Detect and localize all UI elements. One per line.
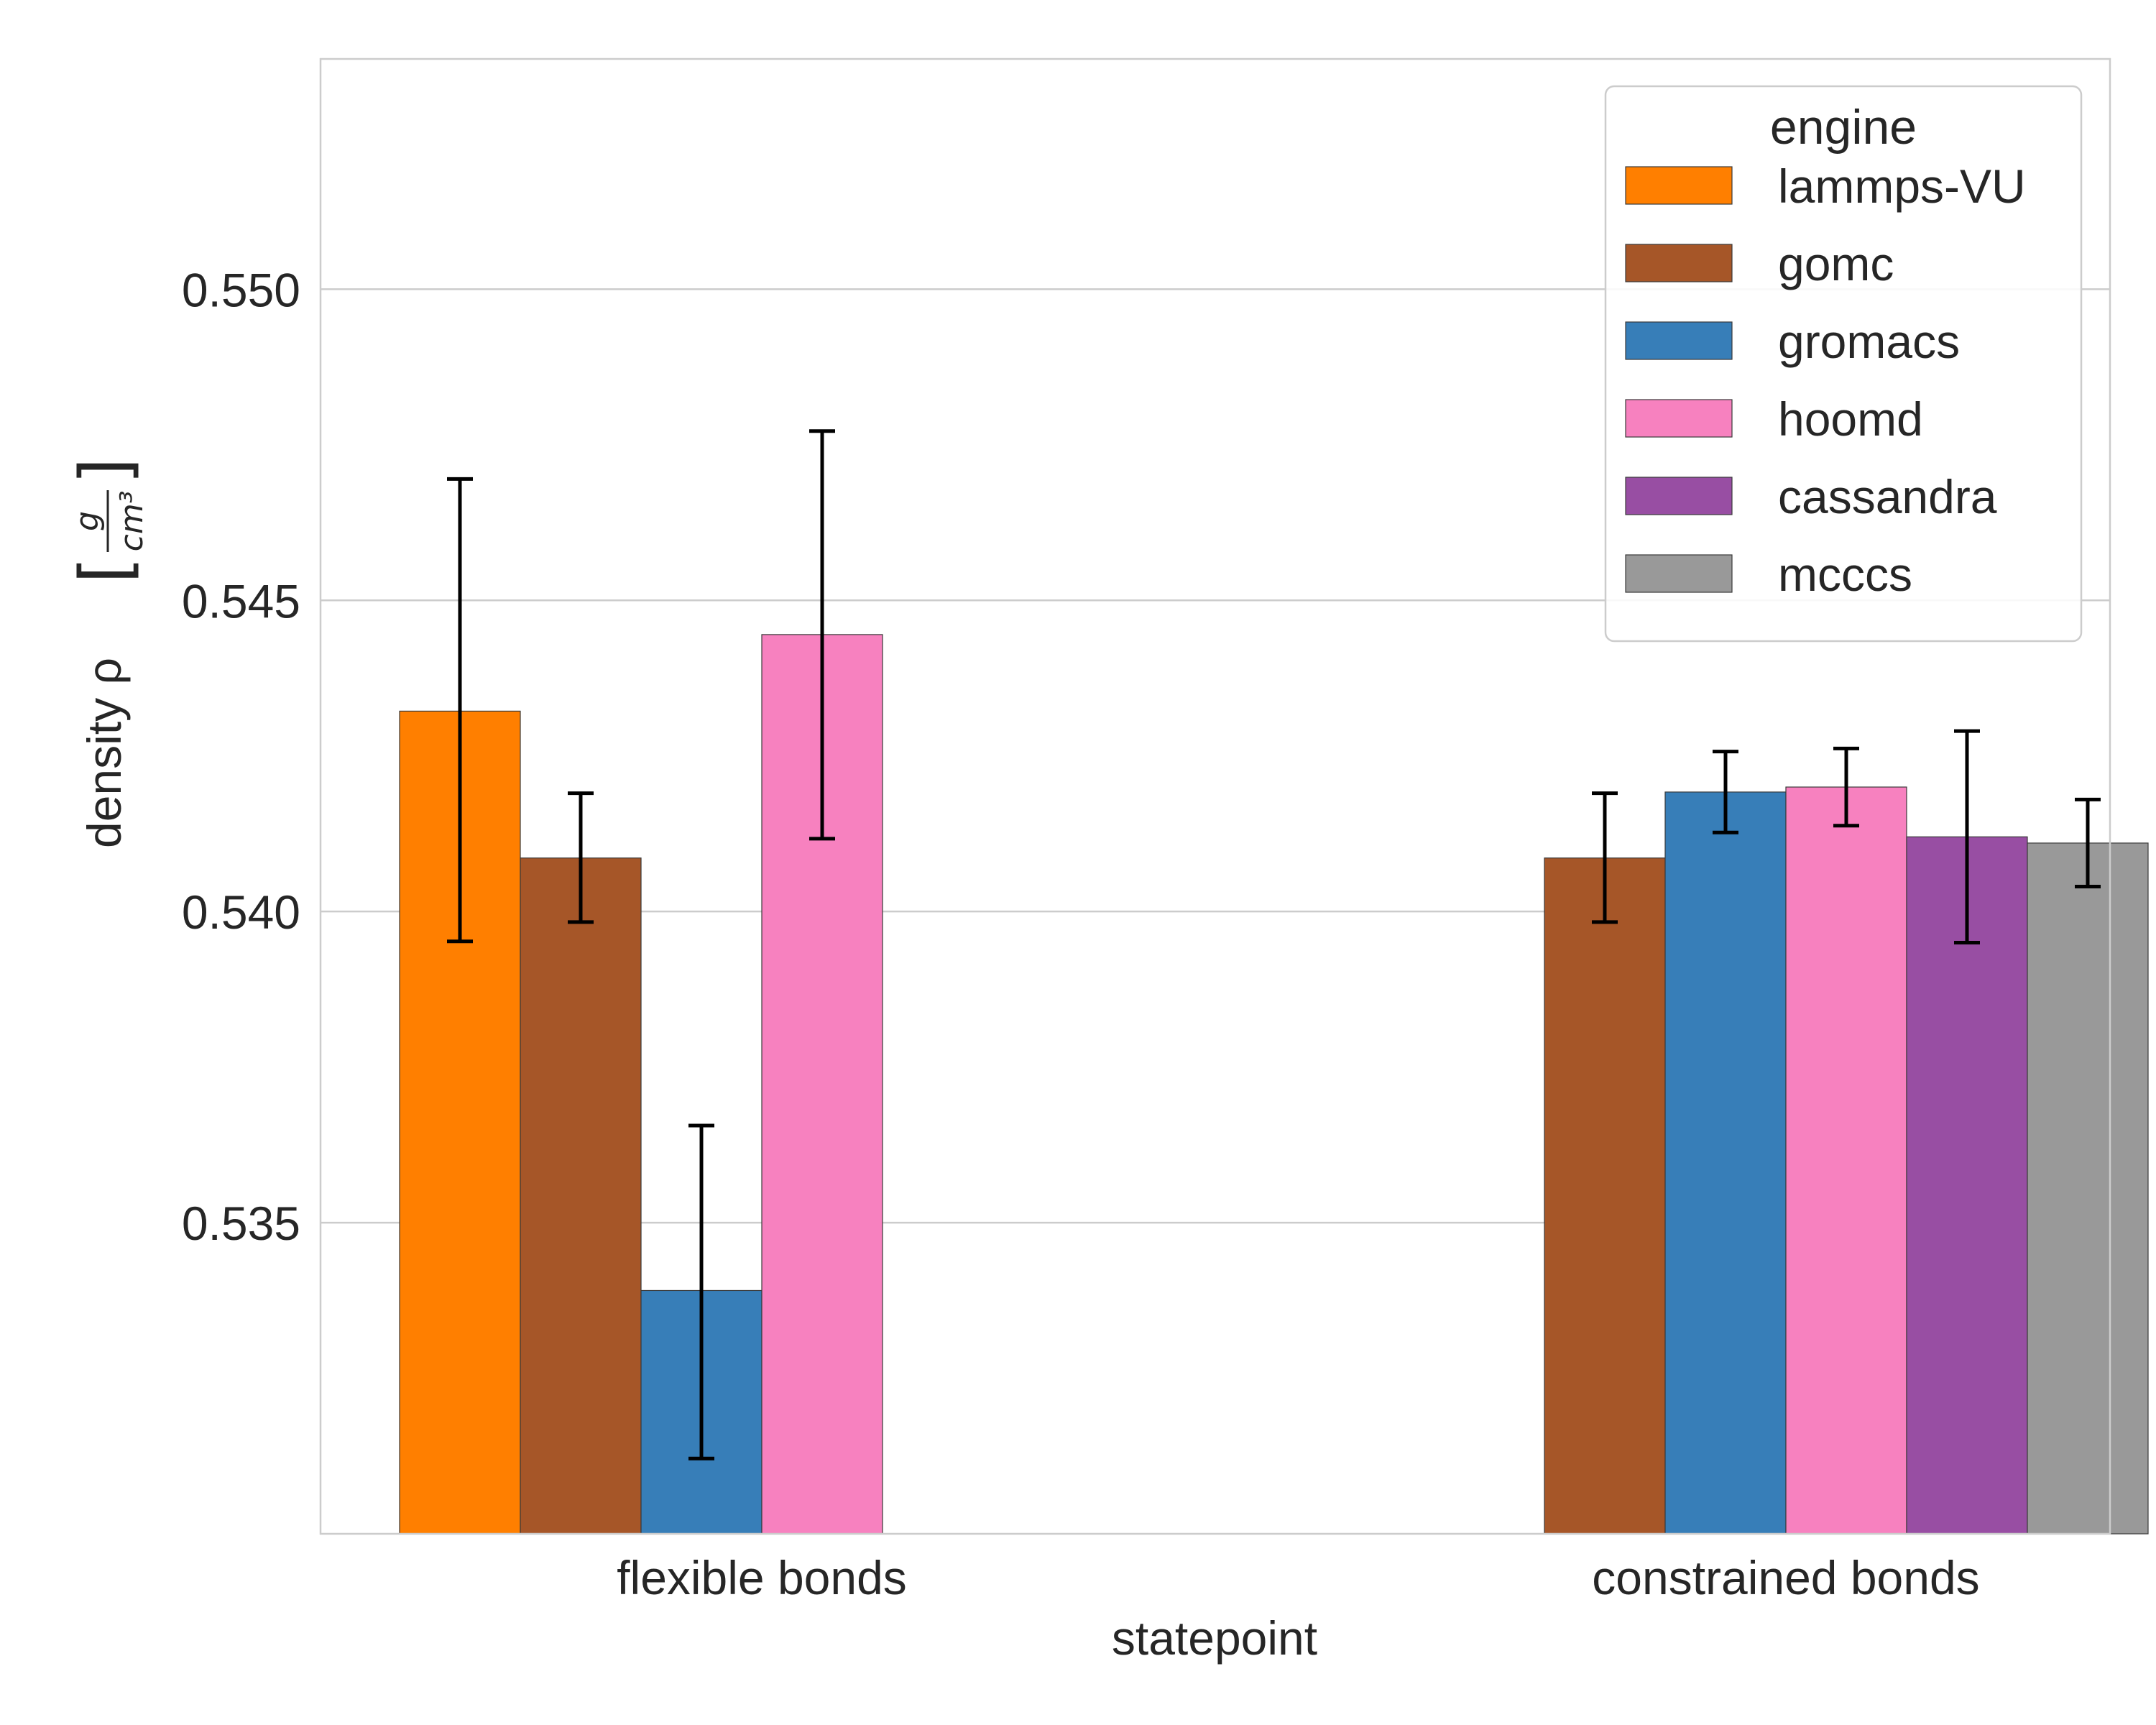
- legend-title: engine: [1770, 100, 1917, 155]
- y-axis-title-prefix: density ρ: [78, 658, 131, 848]
- bar-gromacs-constrained-bonds: [1664, 791, 1787, 1535]
- legend-label: cassandra: [1778, 470, 1997, 523]
- legend-label: hoomd: [1778, 392, 1923, 446]
- bar-gomc-flexible-bonds: [520, 857, 642, 1535]
- legend-label: gromacs: [1778, 315, 1960, 368]
- legend-swatch: [1625, 399, 1733, 438]
- x-category-label: flexible bonds: [617, 1551, 907, 1604]
- bar-mcccs-constrained-bonds: [2027, 842, 2149, 1535]
- x-category-labels: flexible bonds constrained bonds: [617, 1551, 1980, 1604]
- y-axis-bracket-open: [: [65, 557, 146, 584]
- y-tick-labels: 0.535 0.540 0.545 0.550: [182, 263, 300, 1250]
- legend-swatch: [1625, 554, 1733, 593]
- legend-swatch: [1625, 321, 1733, 360]
- legend-swatch: [1625, 166, 1733, 205]
- y-axis-title-text: density ρ: [78, 658, 131, 848]
- error-bars: [447, 429, 2101, 1460]
- legend-items: lammps-VU gomc gromacs hoomd cassandra mcccs: [1625, 160, 2026, 601]
- y-axis-unit-denominator: cm³: [114, 491, 150, 552]
- y-tick-label: 0.545: [182, 574, 300, 627]
- y-axis-title: density ρ [ g cm³ ]: [65, 458, 150, 848]
- y-tick-label: 0.550: [182, 263, 300, 316]
- bar-gomc-constrained-bonds: [1544, 857, 1666, 1535]
- y-tick-label: 0.535: [182, 1197, 300, 1250]
- bars: [399, 634, 2149, 1535]
- legend-label: lammps-VU: [1778, 160, 2026, 213]
- legend-swatch: [1625, 244, 1733, 282]
- y-axis-unit-numerator: g: [69, 511, 106, 531]
- bar-cassandra-constrained-bonds: [1906, 836, 2028, 1535]
- bar-hoomd-constrained-bonds: [1785, 786, 1907, 1535]
- x-category-label: constrained bonds: [1592, 1551, 1979, 1604]
- y-tick-label: 0.540: [182, 886, 300, 939]
- plot-frame: [319, 58, 2111, 1535]
- legend-label: mcccs: [1778, 548, 1912, 601]
- x-axis-title: statepoint: [1112, 1611, 1317, 1665]
- legend: engine lammps-VU gomc gromacs hoomd cassandr…: [1604, 85, 2083, 643]
- legend-label: gomc: [1778, 237, 1894, 290]
- legend-swatch: [1625, 477, 1733, 515]
- y-axis-bracket-close: ]: [65, 458, 146, 484]
